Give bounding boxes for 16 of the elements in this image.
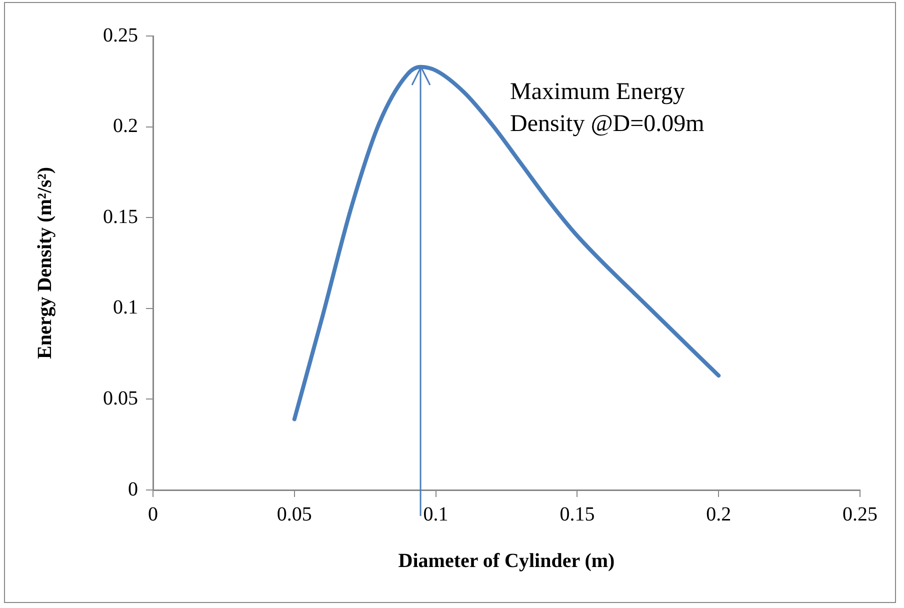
y-tick-label: 0.2 xyxy=(113,115,138,138)
y-tick-label: 0.25 xyxy=(103,24,138,46)
y-tick-label: 0 xyxy=(128,478,138,500)
line-series xyxy=(292,64,721,422)
y-tick-label: 0.05 xyxy=(103,387,138,410)
x-tick-label: 0.25 xyxy=(842,503,878,526)
y-tick-label: 0.1 xyxy=(113,296,138,319)
x-tick-label: 0.2 xyxy=(706,503,732,526)
annotation: Maximum Energy Density @D=0.09m xyxy=(510,78,706,139)
y-axis-title: Energy Density (m²/s²) xyxy=(34,167,56,359)
x-axis-title: Diameter of Cylinder (m) xyxy=(398,550,615,572)
x-tick-label: 0.15 xyxy=(560,503,595,526)
x-tick-label: 0 xyxy=(148,503,158,526)
x-tick-label: 0.05 xyxy=(276,503,312,526)
y-tick-label: 0.15 xyxy=(103,206,138,228)
x-tick-label: 0.1 xyxy=(423,503,448,526)
